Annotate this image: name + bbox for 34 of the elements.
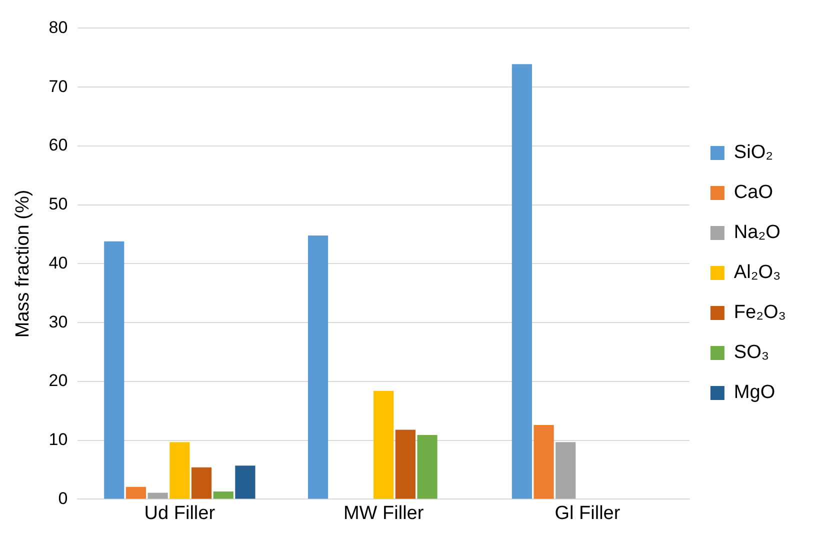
bar — [191, 467, 212, 499]
y-tick-label: 10 — [48, 430, 68, 450]
bar — [556, 442, 576, 499]
y-tick-label: 20 — [48, 371, 68, 390]
bar — [374, 390, 394, 499]
y-tick-label: 80 — [48, 18, 68, 37]
legend-label: SiO₂ — [734, 142, 773, 164]
legend-label: MgO — [734, 382, 776, 404]
legend-label: Fe₂O₃ — [734, 302, 786, 324]
x-tick-label: MW Filler — [343, 502, 424, 524]
bar — [534, 425, 554, 499]
y-tick-label: 70 — [48, 76, 68, 96]
x-tick-label: Gl Filler — [554, 502, 621, 524]
y-tick-label: 30 — [48, 312, 68, 332]
bar — [170, 442, 190, 499]
bar — [417, 435, 438, 499]
bar — [126, 486, 146, 499]
bar — [235, 466, 256, 499]
legend-label: CaO — [734, 182, 774, 204]
y-tick-label: 40 — [48, 253, 68, 272]
y-tick-label: 60 — [48, 136, 68, 155]
bar — [104, 241, 124, 499]
bar — [148, 492, 168, 499]
x-tick-label: Ud Filler — [144, 502, 216, 524]
bar — [395, 430, 416, 499]
legend-label: SO₃ — [734, 342, 770, 364]
y-axis-title: Mass fraction (%) — [12, 190, 34, 338]
y-tick-label: 0 — [58, 488, 68, 508]
bar — [512, 64, 532, 499]
bar — [213, 492, 234, 499]
legend-label: Al₂O₃ — [734, 262, 781, 284]
bar — [308, 235, 328, 499]
y-tick-label: 50 — [48, 194, 68, 214]
legend-label: Na₂O — [734, 222, 780, 244]
